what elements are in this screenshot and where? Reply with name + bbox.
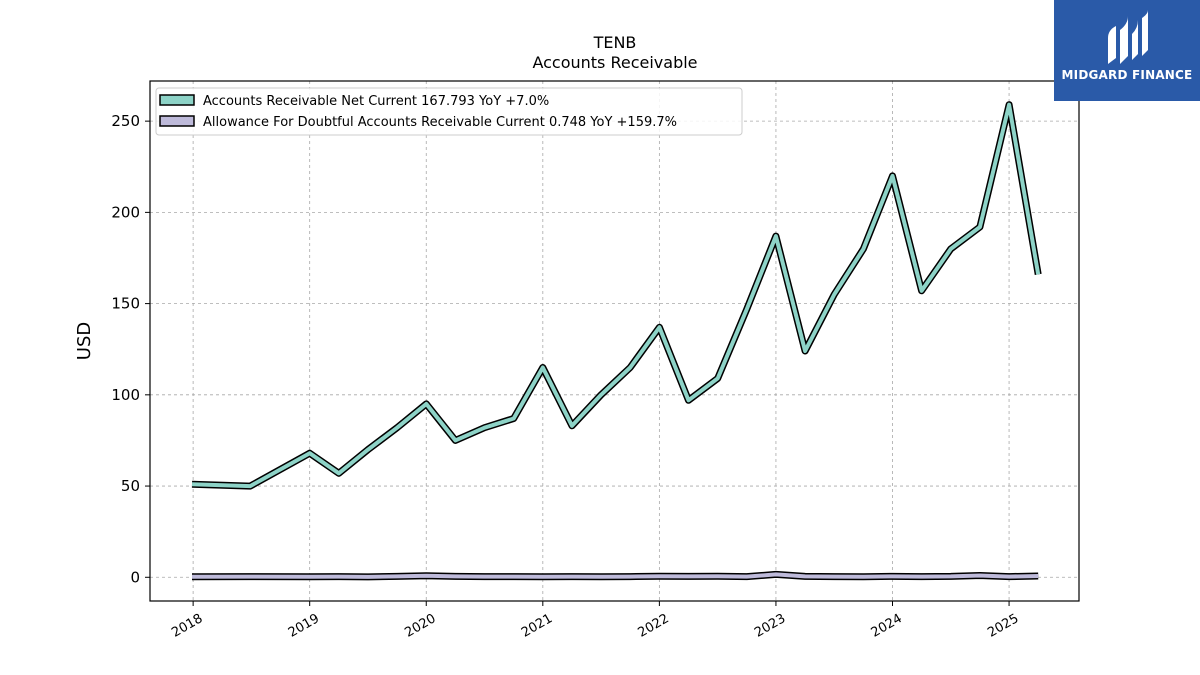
x-tick-label: 2024 [869, 611, 905, 641]
y-tick-label: 250 [111, 112, 140, 130]
series-lines [191, 101, 1042, 581]
y-tick-label: 50 [121, 477, 140, 495]
series-outline-0 [191, 101, 1042, 490]
legend-swatch-1 [159, 115, 195, 127]
x-tick-label: 2025 [985, 611, 1021, 641]
x-tick-label: 2021 [519, 611, 555, 641]
grid [150, 81, 1079, 601]
y-tick-label: 0 [130, 568, 140, 586]
x-tick-label: 2019 [286, 611, 322, 641]
y-axis-label: USD [74, 322, 95, 360]
series-line-1 [191, 572, 1039, 579]
y-axis: 0 50 100 150 200 250 [111, 112, 150, 586]
chart-title: TENB [593, 33, 637, 52]
x-tick-label: 2020 [402, 611, 438, 641]
plot-frame [149, 80, 1080, 602]
legend: Accounts Receivable Net Current 167.793 … [155, 87, 743, 136]
x-tick-label: 2018 [169, 611, 205, 641]
legend-label-1: Allowance For Doubtful Accounts Receivab… [203, 115, 677, 130]
x-tick-label: 2022 [636, 611, 672, 641]
legend-swatch-0 [159, 94, 195, 106]
x-tick-label: 2023 [752, 611, 788, 641]
legend-label-0: Accounts Receivable Net Current 167.793 … [203, 94, 549, 109]
y-tick-label: 100 [111, 386, 140, 404]
series-line-0 [191, 102, 1041, 489]
y-tick-label: 150 [111, 295, 140, 313]
brand-name: MIDGARD FINANCE [1061, 68, 1193, 82]
midgard-logo-icon [1108, 10, 1148, 64]
legend-box [155, 87, 743, 136]
chart-subtitle: Accounts Receivable [532, 53, 697, 72]
brand-logo: MIDGARD FINANCE [1054, 0, 1200, 101]
x-axis: 2018 2019 2020 2021 2022 2023 2024 2025 [169, 601, 1021, 641]
y-tick-label: 200 [111, 203, 140, 221]
